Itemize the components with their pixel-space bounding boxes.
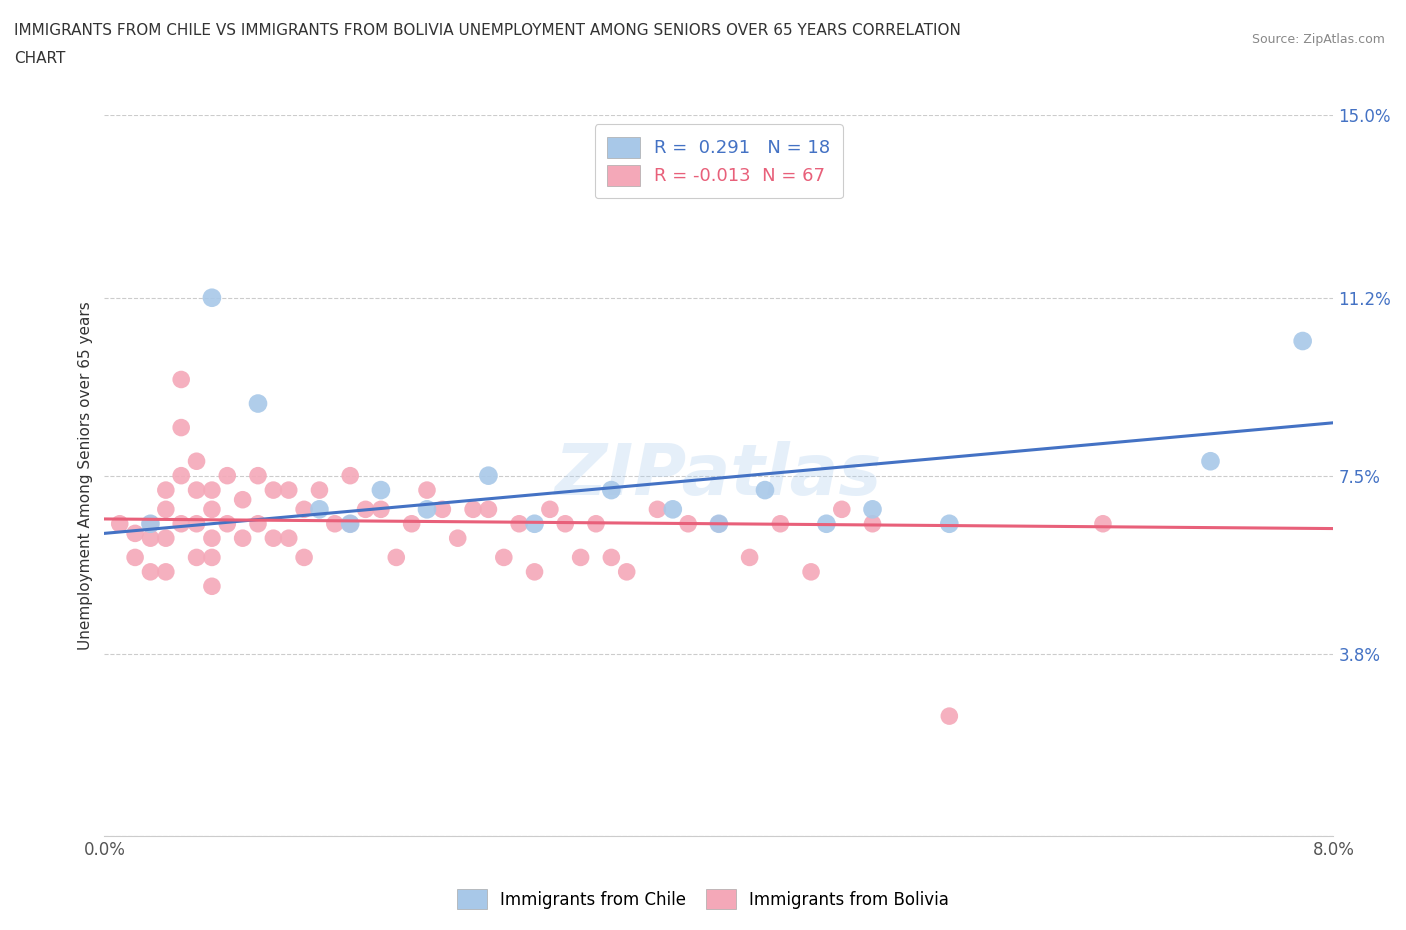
- Point: [461, 502, 484, 517]
- Point: [416, 502, 439, 517]
- Legend: Immigrants from Chile, Immigrants from Bolivia: Immigrants from Chile, Immigrants from B…: [449, 881, 957, 917]
- Point: [662, 502, 685, 517]
- Point: [800, 565, 823, 579]
- Point: [139, 565, 162, 579]
- Point: [155, 565, 177, 579]
- Point: [201, 502, 224, 517]
- Point: [569, 550, 592, 565]
- Point: [155, 502, 177, 517]
- Point: [339, 516, 361, 531]
- Point: [1199, 454, 1222, 469]
- Point: [416, 483, 439, 498]
- Point: [308, 502, 330, 517]
- Point: [401, 516, 423, 531]
- Point: [862, 516, 884, 531]
- Point: [492, 550, 515, 565]
- Point: [385, 550, 408, 565]
- Point: [155, 483, 177, 498]
- Point: [247, 396, 270, 411]
- Point: [831, 502, 853, 517]
- Point: [292, 550, 315, 565]
- Point: [523, 565, 546, 579]
- Point: [554, 516, 576, 531]
- Text: CHART: CHART: [14, 51, 66, 66]
- Point: [738, 550, 761, 565]
- Point: [647, 502, 669, 517]
- Point: [585, 516, 607, 531]
- Point: [538, 502, 561, 517]
- Point: [707, 516, 730, 531]
- Point: [139, 516, 162, 531]
- Point: [186, 483, 208, 498]
- Point: [477, 502, 499, 517]
- Point: [262, 483, 284, 498]
- Y-axis label: Unemployment Among Seniors over 65 years: Unemployment Among Seniors over 65 years: [79, 301, 93, 650]
- Point: [108, 516, 131, 531]
- Point: [339, 516, 361, 531]
- Text: Source: ZipAtlas.com: Source: ZipAtlas.com: [1251, 33, 1385, 46]
- Point: [938, 709, 960, 724]
- Point: [308, 483, 330, 498]
- Point: [170, 468, 193, 483]
- Point: [247, 516, 270, 531]
- Point: [754, 483, 776, 498]
- Point: [676, 516, 699, 531]
- Point: [292, 502, 315, 517]
- Point: [277, 531, 299, 546]
- Point: [186, 516, 208, 531]
- Point: [600, 550, 623, 565]
- Point: [477, 468, 499, 483]
- Point: [170, 516, 193, 531]
- Legend: R =  0.291   N = 18, R = -0.013  N = 67: R = 0.291 N = 18, R = -0.013 N = 67: [595, 124, 844, 198]
- Point: [124, 526, 146, 541]
- Point: [262, 531, 284, 546]
- Text: ZIPatlas: ZIPatlas: [555, 441, 883, 511]
- Point: [170, 372, 193, 387]
- Point: [186, 454, 208, 469]
- Point: [707, 516, 730, 531]
- Point: [186, 550, 208, 565]
- Point: [370, 483, 392, 498]
- Point: [232, 492, 254, 507]
- Point: [354, 502, 377, 517]
- Point: [201, 550, 224, 565]
- Point: [862, 502, 884, 517]
- Point: [339, 468, 361, 483]
- Point: [938, 516, 960, 531]
- Point: [447, 531, 470, 546]
- Point: [616, 565, 638, 579]
- Point: [370, 502, 392, 517]
- Point: [201, 531, 224, 546]
- Point: [600, 483, 623, 498]
- Point: [217, 516, 239, 531]
- Point: [1091, 516, 1114, 531]
- Point: [815, 516, 838, 531]
- Point: [1292, 334, 1315, 349]
- Point: [201, 290, 224, 305]
- Point: [523, 516, 546, 531]
- Point: [201, 578, 224, 593]
- Point: [139, 531, 162, 546]
- Point: [217, 468, 239, 483]
- Point: [155, 531, 177, 546]
- Point: [323, 516, 346, 531]
- Point: [508, 516, 530, 531]
- Point: [432, 502, 454, 517]
- Point: [124, 550, 146, 565]
- Point: [769, 516, 792, 531]
- Point: [139, 516, 162, 531]
- Point: [170, 420, 193, 435]
- Point: [201, 483, 224, 498]
- Point: [247, 468, 270, 483]
- Point: [277, 483, 299, 498]
- Point: [232, 531, 254, 546]
- Text: IMMIGRANTS FROM CHILE VS IMMIGRANTS FROM BOLIVIA UNEMPLOYMENT AMONG SENIORS OVER: IMMIGRANTS FROM CHILE VS IMMIGRANTS FROM…: [14, 23, 960, 38]
